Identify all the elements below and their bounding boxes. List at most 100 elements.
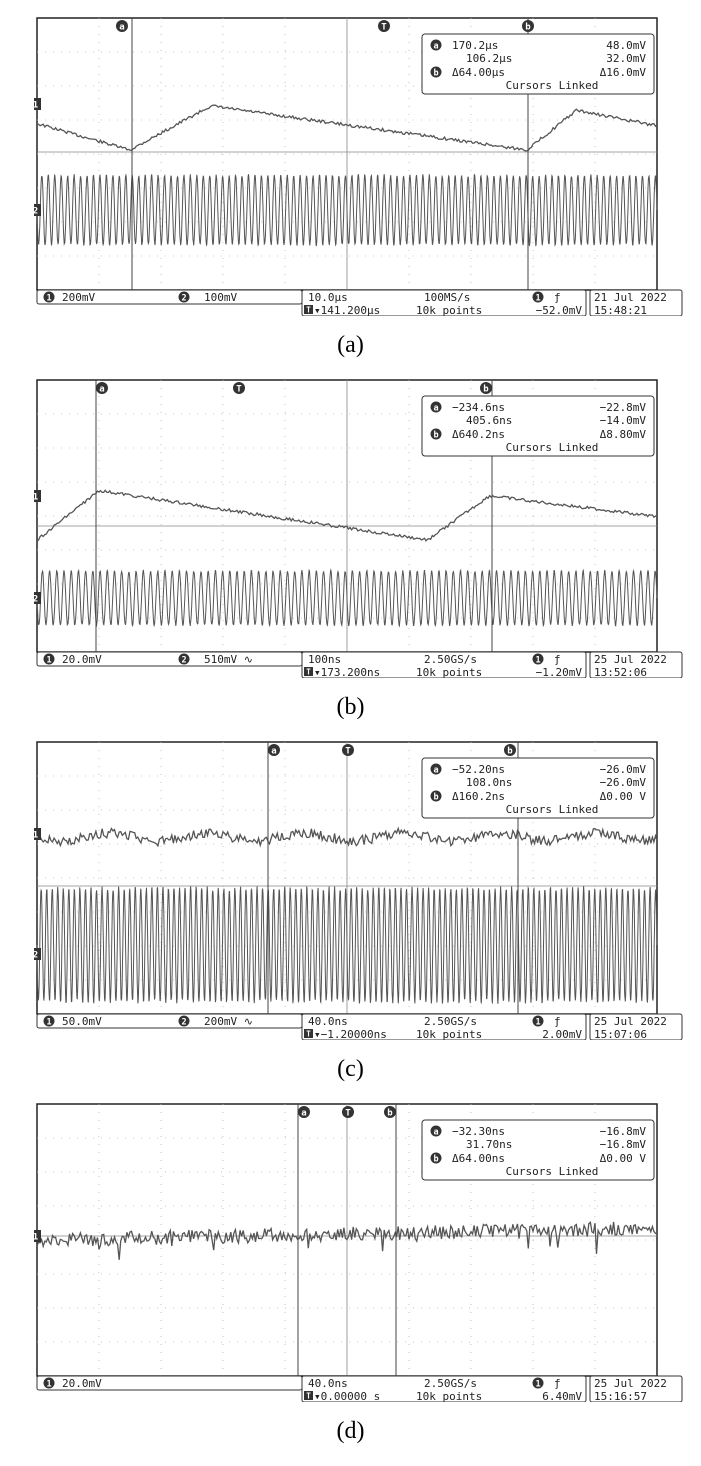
timebase-value: 40.0ns bbox=[308, 1377, 348, 1390]
cursors-linked-label: Cursors Linked bbox=[506, 803, 599, 816]
ch1-icon: 1 bbox=[43, 1015, 55, 1027]
datetime-box bbox=[589, 289, 683, 316]
trigger-position: ▾173.200ns bbox=[314, 666, 380, 678]
cursor-a-marker[interactable]: a bbox=[96, 382, 108, 395]
readout-delta-volt: Δ16.0mV bbox=[600, 66, 647, 79]
sample-rate: 2.50GS/s bbox=[424, 1015, 477, 1028]
scope-panel-a: a b T a 170.2µs 48.0mV 106.2µs 32.0mV b Δ64.00µs… bbox=[34, 14, 684, 358]
timebase-box bbox=[301, 1375, 587, 1402]
scope-screen-c: a b T a −52.20ns −26.0mV 108.0ns −26.0mV b Δ160.… bbox=[34, 741, 683, 1040]
ch1-icon: 1 bbox=[43, 291, 55, 303]
trigger-position: ▾0.00000 s bbox=[314, 1390, 380, 1402]
svg-text:1: 1 bbox=[34, 101, 38, 111]
trigger-position: ▾141.200µs bbox=[314, 304, 380, 316]
date-stamp: 25 Jul 2022 bbox=[594, 653, 667, 666]
time-stamp: 15:48:21 bbox=[594, 304, 647, 316]
ch1-scale: 200mV bbox=[62, 291, 95, 304]
ch1-ground-marker: 1 bbox=[34, 828, 41, 841]
readout-a-icon: a bbox=[430, 39, 442, 51]
svg-text:b: b bbox=[433, 68, 438, 78]
trigger-position-marker[interactable]: T bbox=[342, 1106, 354, 1119]
readout-a-time: −234.6ns bbox=[452, 401, 505, 414]
cursor-b-marker[interactable]: b bbox=[480, 382, 492, 395]
datetime-box bbox=[589, 1375, 683, 1402]
trigger-position-marker[interactable]: T bbox=[378, 20, 390, 33]
trigger-source-icon: 1 bbox=[532, 653, 544, 665]
cursor-readout-box bbox=[421, 33, 655, 95]
svg-text:a: a bbox=[433, 41, 438, 51]
trigger-source-icon: 1 bbox=[532, 1015, 544, 1027]
ch1-waveform bbox=[36, 489, 658, 542]
ch1-scale: 50.0mV bbox=[62, 1015, 102, 1028]
trigger-icon: T bbox=[304, 1029, 313, 1039]
ch2-waveform bbox=[36, 885, 658, 1005]
graticule-grid bbox=[37, 18, 657, 290]
readout-a-icon: a bbox=[430, 763, 442, 775]
ch2-scale: 100mV bbox=[204, 291, 237, 304]
cursor-a-marker[interactable]: a bbox=[268, 744, 280, 757]
trigger-slope-icon: ƒ bbox=[554, 653, 561, 666]
svg-text:1: 1 bbox=[34, 831, 38, 841]
svg-text:T: T bbox=[345, 1109, 351, 1119]
readout-delta-volt: Δ8.80mV bbox=[600, 428, 647, 441]
date-stamp: 21 Jul 2022 bbox=[594, 291, 667, 304]
ch2-ground-marker: 2 bbox=[34, 592, 41, 605]
readout-b-time: 31.70ns bbox=[466, 1138, 512, 1151]
record-length: 10k points bbox=[416, 1028, 482, 1040]
timebase-value: 40.0ns bbox=[308, 1015, 348, 1028]
cursor-readout-box bbox=[421, 757, 655, 819]
readout-b-time: 106.2µs bbox=[466, 52, 512, 65]
svg-text:b: b bbox=[433, 792, 438, 802]
trigger-position: ▾−1.20000ns bbox=[314, 1028, 387, 1040]
ch2-waveform bbox=[36, 568, 658, 628]
ch2-ground-marker: 2 bbox=[34, 948, 41, 961]
cursor-b-marker[interactable]: b bbox=[522, 20, 534, 33]
record-length: 10k points bbox=[416, 1390, 482, 1402]
svg-text:T: T bbox=[306, 306, 311, 315]
svg-text:a: a bbox=[271, 747, 276, 757]
svg-text:2: 2 bbox=[34, 951, 38, 961]
svg-text:1: 1 bbox=[34, 1233, 38, 1243]
timebase-box bbox=[301, 289, 587, 316]
sample-rate: 100MS/s bbox=[424, 291, 470, 304]
svg-text:1: 1 bbox=[535, 1017, 540, 1027]
ch1-ground-marker: 1 bbox=[34, 490, 41, 503]
ch1-waveform bbox=[37, 104, 658, 152]
svg-text:T: T bbox=[306, 1030, 311, 1039]
readout-a-volt: −22.8mV bbox=[600, 401, 647, 414]
trigger-position-marker[interactable]: T bbox=[233, 382, 245, 395]
svg-text:2: 2 bbox=[34, 207, 38, 217]
trigger-level: 2.00mV bbox=[542, 1028, 582, 1040]
timebase-value: 100ns bbox=[308, 653, 341, 666]
scope-screen-a: a b T a 170.2µs 48.0mV 106.2µs 32.0mV b Δ64.00µs… bbox=[34, 17, 683, 316]
graticule-grid bbox=[37, 742, 657, 1014]
sample-rate: 2.50GS/s bbox=[424, 1377, 477, 1390]
svg-text:b: b bbox=[507, 747, 513, 757]
svg-text:1: 1 bbox=[34, 493, 38, 503]
svg-text:2: 2 bbox=[34, 595, 38, 605]
trigger-slope-icon: ƒ bbox=[554, 1377, 561, 1390]
cursor-b-marker[interactable]: b bbox=[384, 1106, 396, 1119]
readout-a-time: −32.30ns bbox=[452, 1125, 505, 1138]
svg-text:a: a bbox=[433, 765, 438, 775]
svg-text:b: b bbox=[433, 1154, 438, 1164]
ch2-waveform bbox=[36, 173, 658, 247]
cursor-b-marker[interactable]: b bbox=[504, 744, 516, 757]
panel-caption: (b) bbox=[336, 694, 365, 720]
cursor-a-marker[interactable]: a bbox=[298, 1106, 310, 1119]
trigger-position-marker[interactable]: T bbox=[342, 744, 354, 757]
svg-text:2: 2 bbox=[181, 1017, 186, 1027]
svg-text:1: 1 bbox=[46, 1017, 51, 1027]
ch1-ground-marker: 1 bbox=[34, 1230, 41, 1243]
trigger-icon: T bbox=[304, 667, 313, 677]
readout-b-time: 405.6ns bbox=[466, 414, 512, 427]
panel-caption: (c) bbox=[337, 1056, 364, 1082]
readout-b-volt: −26.0mV bbox=[600, 776, 647, 789]
cursor-a-marker[interactable]: a bbox=[116, 20, 128, 33]
svg-text:b: b bbox=[483, 385, 489, 395]
timebase-box bbox=[301, 651, 587, 678]
svg-text:a: a bbox=[99, 385, 104, 395]
ch2-ground-marker: 2 bbox=[34, 204, 41, 217]
trigger-level: 6.40mV bbox=[542, 1390, 582, 1402]
scope-panel-b: a b T a −234.6ns −22.8mV 405.6ns −14.0mV b Δ640.… bbox=[34, 376, 684, 720]
